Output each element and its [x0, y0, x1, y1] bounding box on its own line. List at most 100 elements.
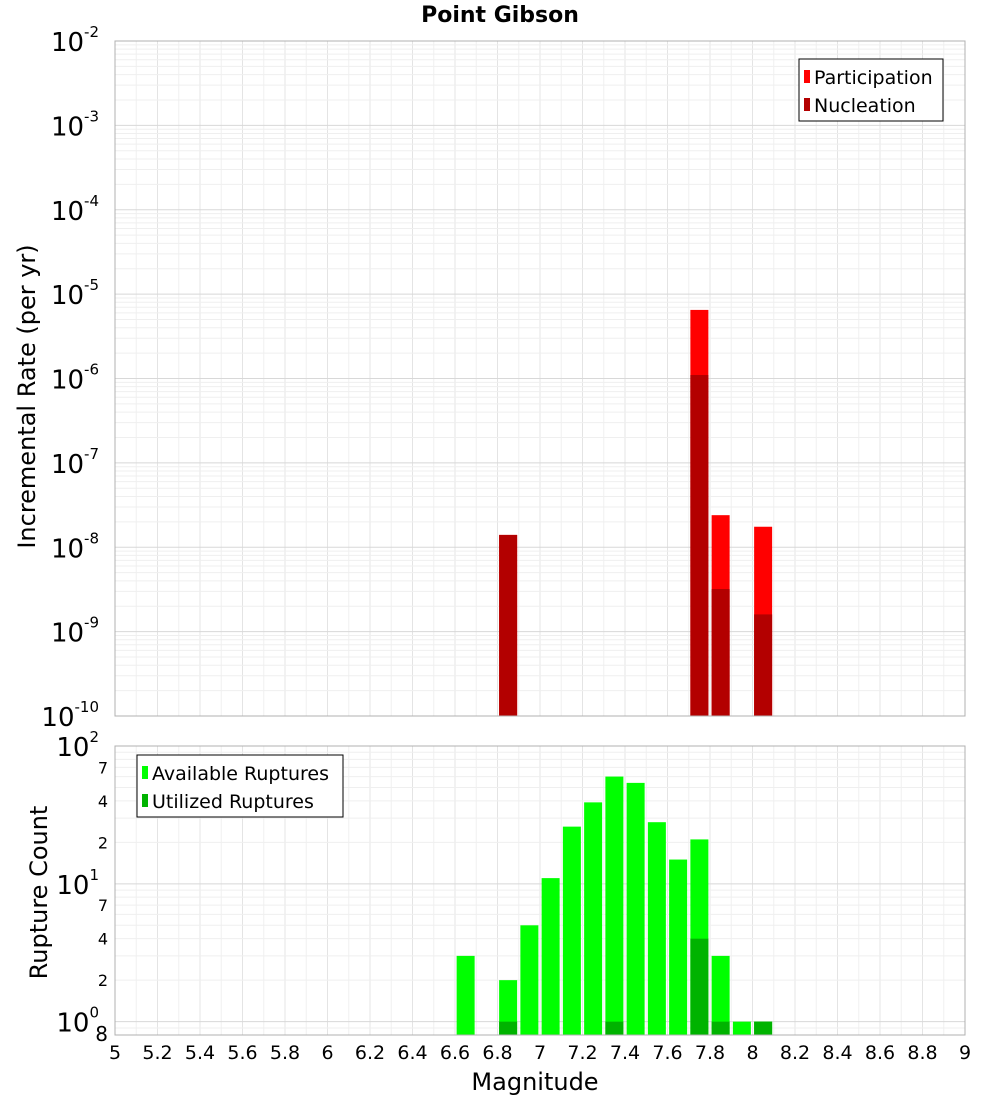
rate-bars	[499, 309, 773, 716]
nucleation-bar	[711, 589, 730, 716]
utilized-ruptures-bar	[754, 1021, 773, 1035]
y-minor-tick-label: 2	[98, 971, 108, 990]
x-tick-label: 8.2	[780, 1042, 810, 1064]
available-ruptures-bar	[605, 776, 624, 1035]
x-tick-label: 6	[321, 1042, 333, 1064]
y-tick-exponent: 1	[89, 866, 99, 884]
y-tick-base: 10	[41, 703, 74, 733]
x-tick-label: 6.2	[355, 1042, 385, 1064]
y-tick-base: 10	[56, 871, 89, 901]
available-ruptures-bar	[669, 859, 688, 1035]
rate-y-axis-label: Incremental Rate (per yr)	[13, 244, 41, 548]
available-ruptures-bar	[647, 822, 666, 1035]
rate-plot-frame	[114, 40, 966, 717]
chart-title: Point Gibson	[421, 3, 579, 28]
utilized-ruptures-bar	[711, 1021, 730, 1035]
count-bars	[456, 776, 773, 1035]
rate-legend: Participation Nucleation	[798, 58, 944, 122]
x-tick-label: 7.8	[695, 1042, 725, 1064]
available-ruptures-bar	[711, 955, 730, 1035]
x-tick-label: 8.6	[865, 1042, 895, 1064]
rate-legend-box	[798, 58, 944, 122]
count-x-ticks: 5 5.2 5.4 5.6 5.8 6 6.2 6.4 6.6 6.8 7 7.2 7.4 7.6 7.8 8…	[109, 1042, 971, 1064]
y-minor-tick-label: 2	[98, 833, 108, 852]
nucleation-bar	[754, 614, 773, 716]
x-tick-label: 5.6	[227, 1042, 257, 1064]
available-ruptures-bar	[626, 782, 645, 1035]
y-tick-label: 100	[56, 1004, 99, 1039]
y-tick-exponent: -7	[84, 445, 99, 463]
count-legend: Available Ruptures Utilized Ruptures	[136, 754, 344, 818]
available-ruptures-bar	[541, 878, 560, 1035]
x-tick-label: 5.8	[270, 1042, 300, 1064]
y-tick-exponent: 0	[89, 1004, 99, 1022]
y-tick-exponent: -5	[84, 276, 99, 294]
y-tick-base: 10	[51, 534, 84, 564]
y-minor-tick-label: 8	[95, 1022, 108, 1046]
y-tick-label: 10-3	[51, 107, 99, 142]
y-tick-base: 10	[51, 112, 84, 142]
y-tick-exponent: -4	[84, 192, 99, 210]
y-tick-label: 101	[56, 866, 99, 901]
x-tick-label: 6.4	[397, 1042, 427, 1064]
y-minor-tick-label: 7	[98, 896, 108, 915]
x-axis-label: Magnitude	[471, 1068, 598, 1096]
y-minor-tick-label: 4	[98, 930, 108, 949]
x-tick-label: 9	[959, 1042, 971, 1064]
count-legend-box	[136, 754, 344, 818]
y-tick-label: 102	[56, 728, 99, 763]
x-tick-label: 6.6	[440, 1042, 470, 1064]
x-tick-label: 5	[109, 1042, 121, 1064]
y-tick-base: 10	[56, 733, 89, 763]
x-tick-label: 7.6	[652, 1042, 682, 1064]
y-tick-label: 10-10	[41, 698, 99, 733]
available-ruptures-bar	[732, 1021, 751, 1035]
available-ruptures-bar	[499, 980, 518, 1035]
y-tick-exponent: -3	[84, 107, 99, 125]
rate-legend-label: Nucleation	[814, 95, 916, 117]
y-tick-label: 10-6	[51, 361, 99, 396]
x-tick-label: 5.2	[142, 1042, 172, 1064]
x-tick-label: 7.2	[567, 1042, 597, 1064]
available-ruptures-bar	[584, 802, 603, 1035]
count-legend-label: Utilized Ruptures	[152, 791, 314, 813]
y-tick-label: 10-8	[51, 529, 99, 564]
y-tick-exponent: -2	[84, 23, 99, 41]
y-tick-exponent: -9	[84, 614, 99, 632]
y-tick-base: 10	[56, 1009, 89, 1039]
count-legend-label: Available Ruptures	[152, 763, 329, 785]
y-minor-tick-label: 7	[98, 758, 108, 777]
y-tick-label: 10-4	[51, 192, 99, 227]
y-tick-base: 10	[51, 281, 84, 311]
rate-legend-swatch	[804, 98, 810, 111]
count-legend-swatch	[142, 766, 148, 779]
x-tick-label: 7	[534, 1042, 546, 1064]
available-ruptures-bar	[562, 826, 581, 1035]
y-tick-exponent: -8	[84, 529, 99, 547]
count-y-axis-label: Rupture Count	[25, 806, 53, 980]
y-tick-base: 10	[51, 450, 84, 480]
y-tick-base: 10	[51, 197, 84, 227]
available-ruptures-bar	[520, 925, 539, 1035]
x-tick-label: 6.8	[482, 1042, 512, 1064]
y-tick-exponent: 2	[89, 728, 99, 746]
count-legend-swatch	[142, 794, 148, 807]
x-tick-label: 8.4	[822, 1042, 852, 1064]
y-tick-base: 10	[51, 28, 84, 58]
nucleation-bar	[690, 375, 709, 716]
x-tick-label: 5.4	[185, 1042, 215, 1064]
available-ruptures-bar	[456, 955, 475, 1035]
y-tick-label: 10-9	[51, 614, 99, 649]
y-tick-exponent: -6	[84, 361, 99, 379]
y-tick-label: 10-2	[51, 23, 99, 58]
utilized-ruptures-bar	[690, 938, 709, 1035]
utilized-ruptures-bar	[605, 1021, 624, 1035]
x-tick-label: 8	[746, 1042, 758, 1064]
y-minor-tick-label: 4	[98, 792, 108, 811]
utilized-ruptures-bar	[499, 1021, 518, 1035]
